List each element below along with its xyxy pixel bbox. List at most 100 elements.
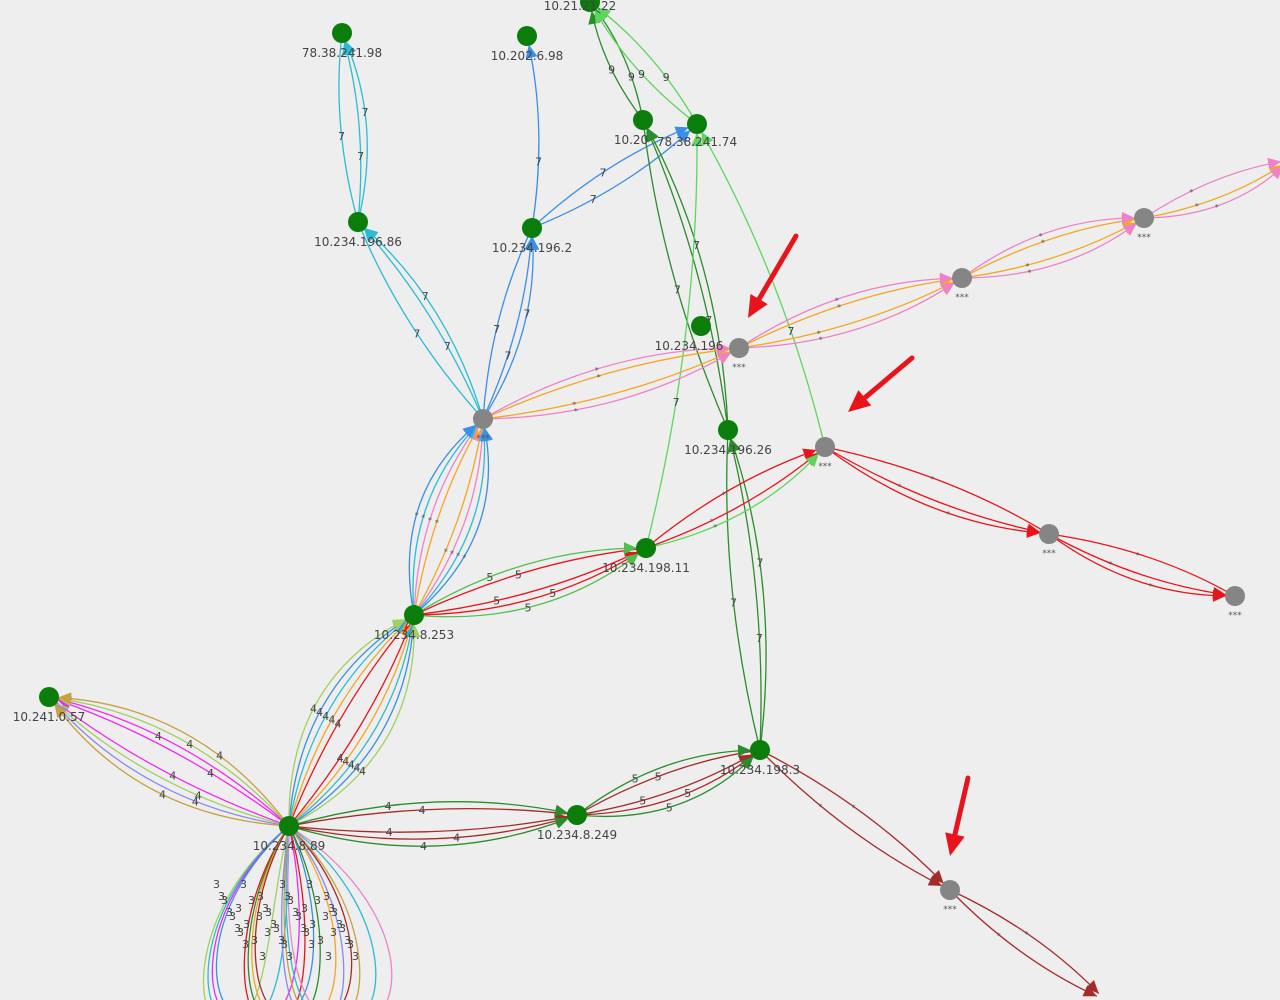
- edge-n198_3-n196_26[interactable]: [729, 438, 762, 751]
- edge-hub-u1[interactable]: [482, 348, 731, 420]
- edge-n8_253-hub[interactable]: [413, 427, 484, 616]
- edge-n8_253-hub[interactable]: [408, 424, 477, 616]
- self-loop-edge[interactable]: [287, 825, 393, 1000]
- edge-n196_26-n10_20x[interactable]: [646, 127, 729, 431]
- edge-n8_253-n198_11[interactable]: [413, 551, 639, 616]
- edge-n196_26-n10_20x[interactable]: [645, 127, 729, 431]
- edge-n78_74-n10_21[interactable]: [596, 6, 698, 125]
- edge-u2-u5[interactable]: [824, 446, 1041, 533]
- edge-n8_89-n8_253[interactable]: [288, 618, 407, 827]
- edge-n8_253-n198_11[interactable]: [413, 552, 640, 618]
- edge-n196_2-n10_202[interactable]: [528, 44, 540, 229]
- edge-u3-u4[interactable]: [961, 222, 1138, 279]
- edge-n8_249-n198_3[interactable]: [576, 755, 755, 818]
- edge-n8_249-n198_3[interactable]: [576, 750, 752, 816]
- self-loop-edge[interactable]: [251, 825, 337, 1000]
- node-n78_74[interactable]: 78.38.241.74: [657, 114, 737, 149]
- edge-n198_3-n196_26[interactable]: [726, 438, 761, 751]
- edge-u1-u3[interactable]: [738, 281, 955, 349]
- host-node-circle[interactable]: [39, 687, 59, 707]
- node-n8_253[interactable]: 10.234.8.253: [374, 605, 454, 642]
- edge-n8_89-n8_249[interactable]: [288, 801, 569, 827]
- edge-hub-u1[interactable]: [482, 351, 732, 420]
- node-n10_20x[interactable]: 10.20: [614, 110, 653, 147]
- host-node-circle[interactable]: [633, 110, 653, 130]
- host-node-circle[interactable]: [517, 26, 537, 46]
- edge-n8_89-n0_57[interactable]: [55, 702, 290, 827]
- edge-n8_89-n8_253[interactable]: [288, 620, 408, 827]
- edge-hub-n196_2[interactable]: [482, 236, 534, 420]
- edge-n8_253-hub[interactable]: [413, 426, 480, 616]
- node-n198_11[interactable]: 10.234.198.11: [602, 538, 690, 575]
- edge-u1-u3[interactable]: [738, 277, 954, 349]
- edge-n8_89-n8_253[interactable]: [288, 623, 413, 827]
- edge-hub-n196_86[interactable]: [364, 227, 484, 420]
- edge-n8_89-n0_57[interactable]: [55, 701, 290, 827]
- edge-u5-u6[interactable]: [1048, 533, 1227, 596]
- edge-u1-u3[interactable]: [738, 278, 954, 349]
- self-loop-edge[interactable]: [285, 825, 377, 1000]
- edge-n8_89-n8_249[interactable]: [288, 817, 569, 847]
- self-loop-edge[interactable]: [254, 825, 353, 1000]
- node-u3[interactable]: ***: [952, 268, 972, 303]
- edge-n8_89-n8_249[interactable]: [288, 807, 569, 827]
- node-u6[interactable]: ***: [1225, 586, 1245, 621]
- edge-n198_11-u2[interactable]: [645, 449, 817, 549]
- host-node-circle[interactable]: [691, 316, 711, 336]
- edge-n198_11-n78_74[interactable]: [645, 132, 698, 549]
- edge-u7-off_br[interactable]: [949, 889, 1098, 997]
- edge-n198_3-u7[interactable]: [759, 749, 943, 887]
- edge-n196_86-n78_98[interactable]: [338, 41, 359, 223]
- edge-hub-u1[interactable]: [482, 351, 732, 420]
- edge-n8_89-n8_253[interactable]: [288, 621, 409, 827]
- host-node-circle[interactable]: [279, 816, 299, 836]
- edge-hub-n196_86[interactable]: [363, 228, 484, 420]
- node-n0_57[interactable]: 10.241.0.57: [13, 687, 86, 724]
- edge-hub-u1[interactable]: [482, 347, 731, 420]
- edge-u4-u8[interactable]: [1143, 165, 1280, 219]
- node-n78_98[interactable]: 78.38.241.98: [302, 23, 382, 60]
- node-n196_x[interactable]: 10.234.196: [655, 316, 724, 353]
- edge-n198_11-u2[interactable]: [645, 453, 820, 549]
- edge-n8_253-hub[interactable]: [412, 425, 478, 616]
- unknown-node-circle[interactable]: [952, 268, 972, 288]
- self-loop-edge[interactable]: [243, 825, 306, 1000]
- host-node-circle[interactable]: [522, 218, 542, 238]
- host-node-circle[interactable]: [580, 0, 600, 12]
- host-node-circle[interactable]: [750, 740, 770, 760]
- node-n8_89[interactable]: 10.234.8.89: [253, 816, 326, 853]
- host-node-circle[interactable]: [687, 114, 707, 134]
- edge-hub-n196_2[interactable]: [482, 236, 533, 420]
- edge-n8_253-n198_11[interactable]: [413, 547, 638, 616]
- host-node-circle[interactable]: [567, 805, 587, 825]
- host-node-circle[interactable]: [332, 23, 352, 43]
- host-node-circle[interactable]: [636, 538, 656, 558]
- edge-hub-n196_86[interactable]: [360, 230, 484, 420]
- edge-n8_253-hub[interactable]: [413, 425, 479, 616]
- node-n196_2[interactable]: 10.234.196.2: [492, 218, 572, 255]
- edge-n8_253-n198_11[interactable]: [413, 552, 639, 616]
- unknown-node-circle[interactable]: [1225, 586, 1245, 606]
- unknown-node-circle[interactable]: [473, 409, 493, 429]
- edge-n196_86-n78_98[interactable]: [343, 41, 362, 223]
- edge-u4-u8[interactable]: [1143, 161, 1280, 219]
- edge-u3-u4[interactable]: [961, 221, 1137, 279]
- edge-n78_74-n10_21[interactable]: [593, 9, 698, 125]
- unknown-node-circle[interactable]: [729, 338, 749, 358]
- edge-n8_89-n8_253[interactable]: [288, 623, 415, 827]
- edge-n8_249-n198_3[interactable]: [576, 754, 754, 816]
- edge-n8_253-hub[interactable]: [413, 427, 486, 616]
- edge-n8_89-n8_253[interactable]: [288, 623, 414, 827]
- edge-n8_249-n198_3[interactable]: [576, 749, 752, 816]
- node-n196_26[interactable]: 10.234.196.26: [684, 420, 772, 457]
- node-n10_21[interactable]: 10.21.21.22: [544, 0, 617, 13]
- host-node-circle[interactable]: [404, 605, 424, 625]
- edge-n196_26-n10_20x[interactable]: [643, 128, 729, 431]
- self-loop-edge[interactable]: [283, 825, 361, 1000]
- edge-u2-u5[interactable]: [824, 446, 1042, 530]
- edge-n8_89-n0_57[interactable]: [57, 699, 290, 827]
- node-n8_249[interactable]: 10.234.8.249: [537, 805, 617, 842]
- unknown-node-circle[interactable]: [1039, 524, 1059, 544]
- edge-u5-u6[interactable]: [1048, 533, 1228, 593]
